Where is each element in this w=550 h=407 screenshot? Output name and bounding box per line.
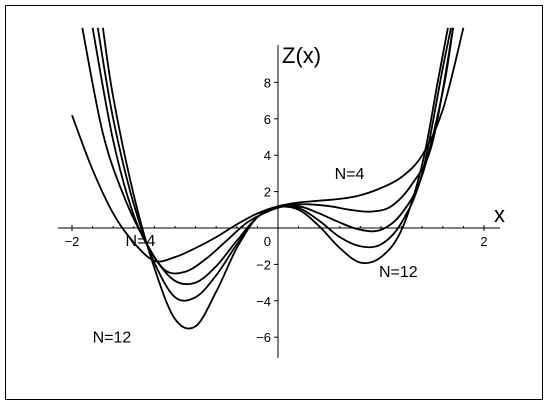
y-tick-label: 2 xyxy=(264,185,271,200)
annotation-label: N=12 xyxy=(93,330,132,347)
axis-ticks xyxy=(71,81,485,338)
annotation-label: N=4 xyxy=(126,233,156,250)
y-tick-label: 4 xyxy=(264,148,271,163)
y-tick-label: 8 xyxy=(264,75,271,90)
y-tick-label: 6 xyxy=(264,112,271,127)
origin-label: 0 xyxy=(264,234,271,249)
x-axis-title: x xyxy=(494,202,505,227)
axis-tick-labels: −2 2 −6 −4 −2 2 4 6 8 xyxy=(65,75,488,345)
annotation-label: N=12 xyxy=(379,264,418,281)
series-line-n4 xyxy=(71,27,465,263)
annotations: N=4 N=12 N=4 N=12 xyxy=(93,166,418,347)
series-lines xyxy=(71,27,465,330)
y-tick-label: −6 xyxy=(256,330,271,345)
y-axis-title: Z(x) xyxy=(282,43,321,68)
y-tick-label: −4 xyxy=(256,294,271,309)
y-tick-label: −2 xyxy=(256,257,271,272)
series-line-n12 xyxy=(102,27,449,330)
x-tick-label: 2 xyxy=(480,234,487,249)
annotation-label: N=4 xyxy=(335,166,365,183)
x-tick-label: −2 xyxy=(65,234,80,249)
